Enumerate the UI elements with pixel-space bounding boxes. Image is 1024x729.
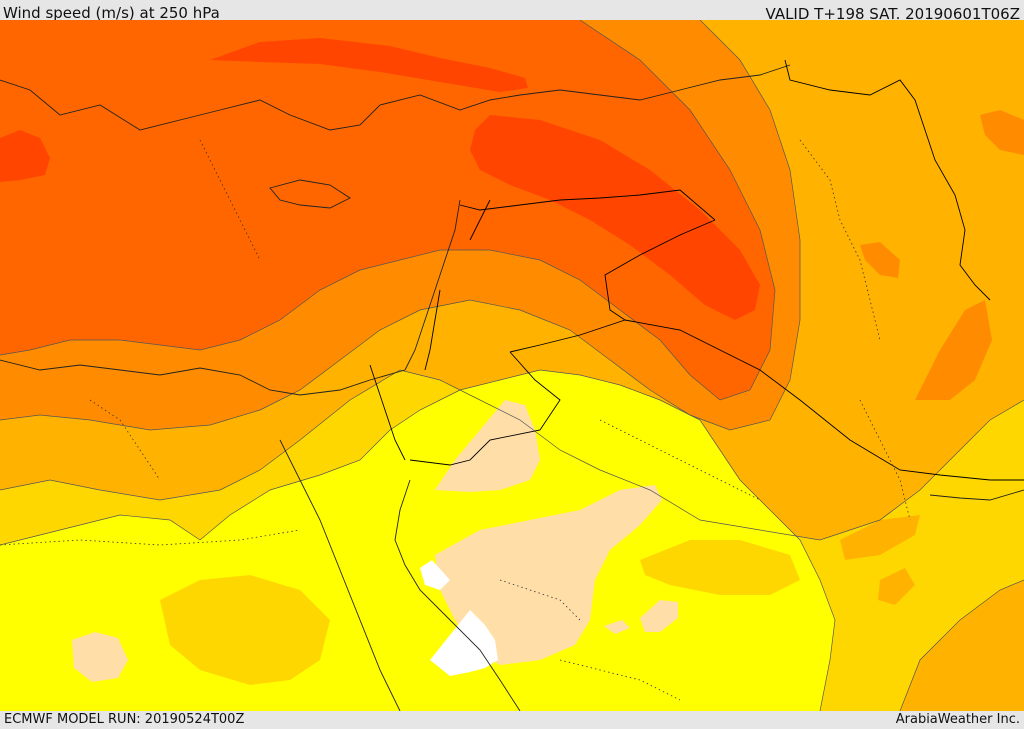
- wind-speed-map: [0, 20, 1024, 711]
- admin-boundary-2: [799, 139, 881, 341]
- border-lebanon-syria: [469, 199, 491, 241]
- border-syria-iraq: [604, 219, 716, 321]
- coastline-south: [0, 359, 406, 396]
- admin-boundary-3: [599, 419, 761, 501]
- wind-band-amber-southeast: [900, 580, 1024, 711]
- contour-line-3: [0, 20, 776, 401]
- admin-boundaries: [0, 139, 911, 701]
- border-jordan-saudi: [509, 319, 626, 353]
- wind-patch-white-1: [420, 560, 450, 590]
- coastline-north: [0, 64, 791, 131]
- wind-patch-gold-2: [640, 540, 800, 595]
- border-israel-jordan: [424, 289, 441, 371]
- credit-text: ArabiaWeather Inc.: [895, 712, 1020, 727]
- map-title: Wind speed (m/s) at 250 hPa: [3, 4, 220, 22]
- wind-band-red-orange-west: [0, 130, 50, 182]
- model-run: ECMWF MODEL RUN: 20190524T00Z: [4, 712, 245, 727]
- valid-time: VALID T+198 SAT. 20190601T06Z: [765, 5, 1020, 23]
- coastline-cyprus: [269, 179, 351, 209]
- wind-patch-pale-3: [72, 632, 128, 682]
- coastline-red-sea-east: [394, 479, 521, 711]
- coastline-red-sea-west: [279, 439, 401, 711]
- admin-boundary-8: [559, 659, 681, 701]
- border-egypt-israel: [369, 364, 406, 461]
- wind-patch-pale-4: [640, 600, 678, 632]
- coastline-east-med: [404, 199, 461, 371]
- border-turkey-syria: [459, 189, 716, 221]
- wind-patch-amber-2: [840, 515, 920, 560]
- wind-patch-gold-1: [160, 575, 330, 685]
- admin-boundary-6: [89, 399, 161, 481]
- wind-patch-orange-iraq: [860, 242, 900, 278]
- wind-patch-pale-2: [435, 485, 662, 665]
- wind-band-dark-orange: [0, 20, 775, 400]
- contour-line-4: [0, 369, 836, 711]
- contour-line-5: [899, 579, 1024, 711]
- wind-patch-white-2: [430, 610, 498, 676]
- wind-patch-pale-1: [435, 400, 540, 492]
- country-borders: [369, 59, 1024, 481]
- contour-line-2: [0, 20, 801, 431]
- wind-band-red-orange-jet: [210, 38, 528, 92]
- admin-boundary-4: [499, 579, 581, 621]
- wind-patch-orange-east: [915, 300, 992, 400]
- wind-patch-amber-3: [878, 568, 915, 605]
- border-iraq-iran: [784, 59, 991, 301]
- coastlines: [0, 64, 1024, 711]
- contour-lines: [0, 20, 1024, 711]
- border-saudi-sinai: [409, 351, 561, 466]
- wind-patch-pale-5: [604, 620, 630, 634]
- coastline-gulf: [929, 489, 1024, 501]
- wind-patch-orange-northeast: [980, 110, 1024, 155]
- contour-line-1: [0, 369, 1024, 541]
- wind-band-red-orange-core: [470, 115, 760, 320]
- border-iraq-saudi: [624, 319, 1024, 481]
